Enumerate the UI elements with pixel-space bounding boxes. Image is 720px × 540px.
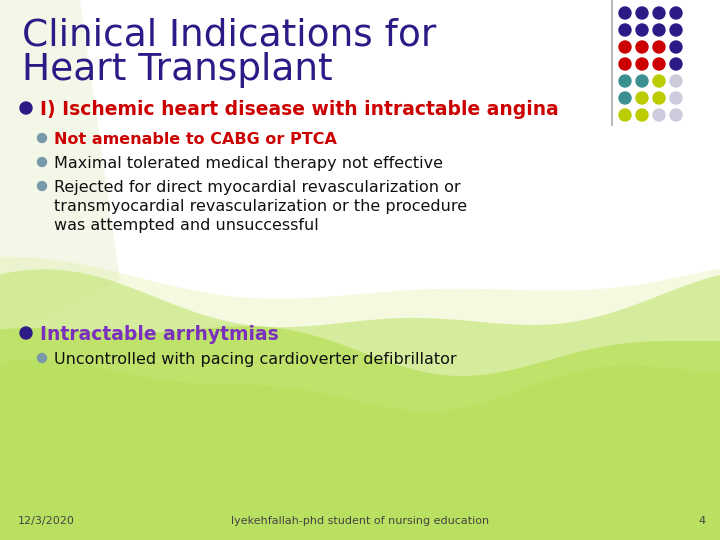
Circle shape (619, 58, 631, 70)
Circle shape (653, 41, 665, 53)
Polygon shape (0, 359, 720, 540)
Circle shape (619, 41, 631, 53)
Circle shape (670, 92, 682, 104)
Text: 12/3/2020: 12/3/2020 (18, 516, 75, 526)
Text: Heart Transplant: Heart Transplant (22, 52, 333, 88)
Circle shape (653, 7, 665, 19)
Text: I) Ischemic heart disease with intractable angina: I) Ischemic heart disease with intractab… (40, 100, 559, 119)
Circle shape (670, 75, 682, 87)
Polygon shape (0, 257, 720, 540)
Circle shape (653, 24, 665, 36)
Text: Uncontrolled with pacing cardioverter defibrillator: Uncontrolled with pacing cardioverter de… (54, 352, 456, 367)
Text: Clinical Indications for: Clinical Indications for (22, 18, 436, 54)
Circle shape (20, 102, 32, 114)
Circle shape (636, 41, 648, 53)
Circle shape (37, 133, 47, 143)
Circle shape (636, 109, 648, 121)
Circle shape (653, 75, 665, 87)
Text: lyekehfallah-phd student of nursing education: lyekehfallah-phd student of nursing educ… (231, 516, 489, 526)
Circle shape (619, 109, 631, 121)
Circle shape (653, 92, 665, 104)
Text: Rejected for direct myocardial revascularization or
transmyocardial revasculariz: Rejected for direct myocardial revascula… (54, 180, 467, 233)
Circle shape (636, 92, 648, 104)
Text: Intractable arrhytmias: Intractable arrhytmias (40, 325, 279, 344)
Circle shape (37, 158, 47, 166)
Text: Maximal tolerated medical therapy not effective: Maximal tolerated medical therapy not ef… (54, 156, 443, 171)
Circle shape (670, 109, 682, 121)
Text: 4: 4 (699, 516, 706, 526)
Circle shape (619, 7, 631, 19)
Circle shape (670, 7, 682, 19)
Circle shape (636, 7, 648, 19)
Circle shape (37, 181, 47, 191)
Circle shape (670, 24, 682, 36)
Circle shape (37, 354, 47, 362)
Circle shape (636, 24, 648, 36)
Circle shape (619, 92, 631, 104)
Polygon shape (0, 269, 720, 540)
Circle shape (670, 41, 682, 53)
Circle shape (619, 75, 631, 87)
Circle shape (636, 58, 648, 70)
Text: Not amenable to CABG or PTCA: Not amenable to CABG or PTCA (54, 132, 337, 147)
Polygon shape (0, 0, 120, 340)
Circle shape (20, 327, 32, 339)
Circle shape (619, 24, 631, 36)
Circle shape (636, 75, 648, 87)
Circle shape (653, 109, 665, 121)
Polygon shape (0, 326, 720, 540)
Circle shape (670, 58, 682, 70)
Circle shape (653, 58, 665, 70)
